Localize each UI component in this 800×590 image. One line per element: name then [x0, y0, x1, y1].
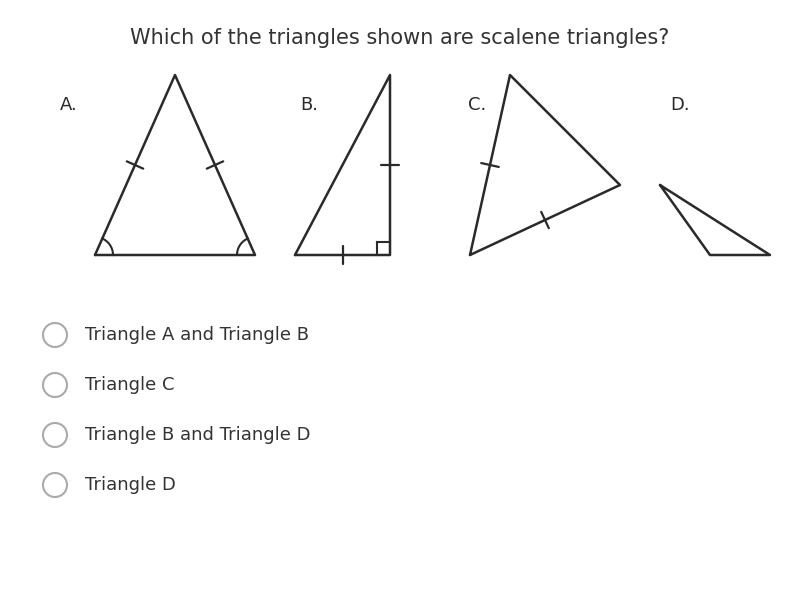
Text: B.: B.: [300, 96, 318, 114]
Text: Triangle A and Triangle B: Triangle A and Triangle B: [85, 326, 309, 344]
Text: Triangle B and Triangle D: Triangle B and Triangle D: [85, 426, 310, 444]
Text: D.: D.: [670, 96, 690, 114]
Text: C.: C.: [468, 96, 486, 114]
Text: Which of the triangles shown are scalene triangles?: Which of the triangles shown are scalene…: [130, 28, 670, 48]
Text: A.: A.: [60, 96, 78, 114]
Text: Triangle C: Triangle C: [85, 376, 174, 394]
Text: Triangle D: Triangle D: [85, 476, 176, 494]
